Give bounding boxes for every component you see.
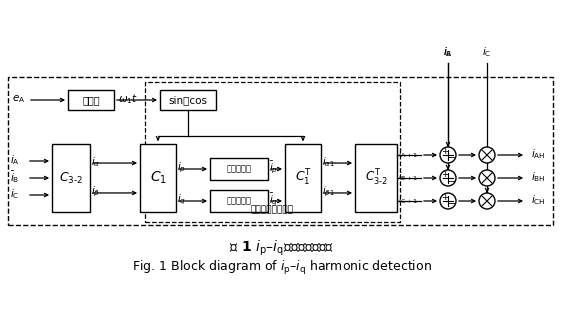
Text: $i_{\beta 1}$: $i_{\beta 1}$ xyxy=(322,185,334,199)
Text: $\bar{i}_{\mathrm{B}}$: $\bar{i}_{\mathrm{B}}$ xyxy=(10,169,19,185)
Text: 低通滤波器: 低通滤波器 xyxy=(227,196,251,205)
Text: $C_{3\text{-}2}^{\mathrm{T}}$: $C_{3\text{-}2}^{\mathrm{T}}$ xyxy=(364,168,388,188)
Text: −: − xyxy=(448,154,456,164)
Text: $i_{\mathrm{A}}$: $i_{\mathrm{A}}$ xyxy=(10,153,20,167)
Text: $i_{\mathrm{C}}$: $i_{\mathrm{C}}$ xyxy=(10,187,19,201)
Bar xyxy=(52,144,90,212)
Text: $i_{\mathrm{BH}}$: $i_{\mathrm{BH}}$ xyxy=(532,170,546,184)
Text: sin和cos: sin和cos xyxy=(168,95,207,105)
Bar xyxy=(160,90,216,110)
Bar xyxy=(8,77,553,225)
Text: $\bar{i}_{q}$: $\bar{i}_{q}$ xyxy=(269,192,279,208)
Text: $i_{q}$: $i_{q}$ xyxy=(177,193,186,207)
Bar xyxy=(355,144,397,212)
Bar xyxy=(210,158,268,180)
Bar xyxy=(145,82,400,222)
Text: $\bar{i}_{p}$: $\bar{i}_{p}$ xyxy=(269,160,278,176)
Text: $i_{\mathrm{C}}$: $i_{\mathrm{C}}$ xyxy=(483,45,492,59)
Circle shape xyxy=(479,170,495,186)
Circle shape xyxy=(479,147,495,163)
Text: $i_{\beta}$: $i_{\beta}$ xyxy=(91,185,101,199)
Text: Fig. 1 Block diagram of $i_{\rm p}$–$i_{\rm q}$ harmonic detection: Fig. 1 Block diagram of $i_{\rm p}$–$i_{… xyxy=(132,259,432,277)
Circle shape xyxy=(440,193,456,209)
Text: +: + xyxy=(441,170,449,179)
Text: $C_{3\text{-}2}$: $C_{3\text{-}2}$ xyxy=(59,171,83,186)
Circle shape xyxy=(440,147,456,163)
Text: $i_{\alpha}$: $i_{\alpha}$ xyxy=(91,155,101,169)
Text: $e_{\mathrm{A}}$: $e_{\mathrm{A}}$ xyxy=(12,93,25,105)
Text: $C_1^{\mathrm{T}}$: $C_1^{\mathrm{T}}$ xyxy=(294,168,311,188)
Text: $i_{\mathrm{B}}$: $i_{\mathrm{B}}$ xyxy=(444,45,453,59)
Text: $i_{p}$: $i_{p}$ xyxy=(177,161,186,175)
Circle shape xyxy=(440,170,456,186)
Text: $i_{\alpha 1}$: $i_{\alpha 1}$ xyxy=(322,155,335,169)
Bar xyxy=(210,190,268,212)
Text: $\omega_1 t$: $\omega_1 t$ xyxy=(118,92,138,106)
Text: $i_{\mathrm{B+1}}$: $i_{\mathrm{B+1}}$ xyxy=(398,171,418,183)
Text: $i_{\mathrm{A}}$: $i_{\mathrm{A}}$ xyxy=(443,45,453,59)
Bar xyxy=(285,144,321,212)
Text: +: + xyxy=(441,147,449,156)
Bar xyxy=(68,90,114,110)
Text: $C_1$: $C_1$ xyxy=(150,170,167,186)
Text: $i_{\mathrm{AH}}$: $i_{\mathrm{AH}}$ xyxy=(532,147,546,161)
Text: $i_{\mathrm{A+1}}$: $i_{\mathrm{A+1}}$ xyxy=(398,148,418,160)
Text: 锁相环: 锁相环 xyxy=(82,95,100,105)
Text: −: − xyxy=(448,177,456,187)
Text: $i_{\mathrm{CH}}$: $i_{\mathrm{CH}}$ xyxy=(531,193,546,207)
Text: +: + xyxy=(441,193,449,202)
Text: 基波正序分量提取: 基波正序分量提取 xyxy=(250,205,293,214)
Circle shape xyxy=(479,193,495,209)
Text: 低通滤波器: 低通滤波器 xyxy=(227,164,251,173)
Text: $i_{\mathrm{C+1}}$: $i_{\mathrm{C+1}}$ xyxy=(398,194,418,206)
Bar xyxy=(140,144,176,212)
Text: 图 1 $i_{\rm p}$–$i_{\rm q}$法谐波检测框图: 图 1 $i_{\rm p}$–$i_{\rm q}$法谐波检测框图 xyxy=(229,238,334,258)
Text: −: − xyxy=(448,199,456,210)
